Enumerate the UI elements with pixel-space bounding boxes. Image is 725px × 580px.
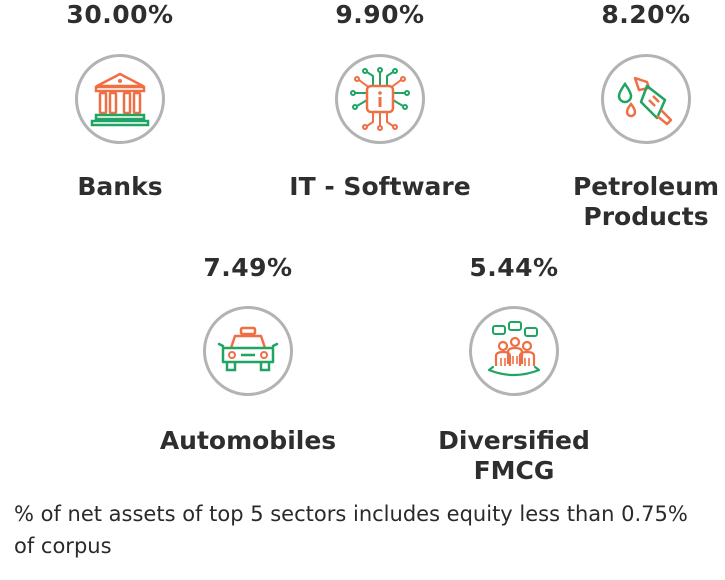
sector-petroleum-products: 8.20% Petroleum Products — [526, 0, 725, 232]
sector-it-software: 9.90% IT - Software — [260, 0, 500, 202]
sector-name: Banks — [77, 172, 163, 201]
sector-percentage: 8.20% — [601, 0, 691, 29]
icon-ring — [203, 306, 293, 396]
bank-icon — [90, 72, 150, 127]
icon-ring — [335, 54, 425, 144]
sector-percentage: 30.00% — [66, 0, 174, 29]
sector-percentage: 5.44% — [469, 253, 559, 282]
fuel-nozzle-icon — [617, 76, 673, 126]
chip-icon — [350, 67, 410, 131]
sector-name: Automobiles — [159, 426, 337, 455]
car-icon — [217, 326, 279, 372]
sector-name: Petroleum Products — [572, 172, 720, 231]
sector-name: IT - Software — [289, 172, 471, 201]
icon-ring — [75, 54, 165, 144]
sector-automobiles: 7.49% Automobiles — [128, 253, 368, 456]
icon-ring — [469, 306, 559, 396]
sector-percentage: 7.49% — [203, 253, 293, 282]
footnote: % of net assets of top 5 sectors include… — [14, 502, 688, 558]
sector-diversified-fmcg: 5.44% Diversified FMCG — [394, 253, 634, 486]
icon-ring — [601, 54, 691, 144]
sector-banks: 30.00% Banks — [0, 0, 240, 202]
sector-name: Diversified FMCG — [438, 426, 590, 485]
sector-percentage: 9.90% — [335, 0, 425, 29]
consumers-icon — [487, 321, 541, 377]
